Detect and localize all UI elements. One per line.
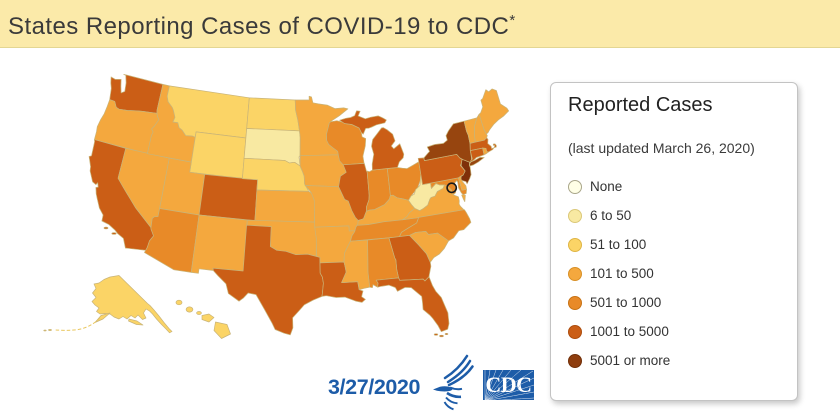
svg-text:CDC: CDC — [485, 372, 531, 397]
